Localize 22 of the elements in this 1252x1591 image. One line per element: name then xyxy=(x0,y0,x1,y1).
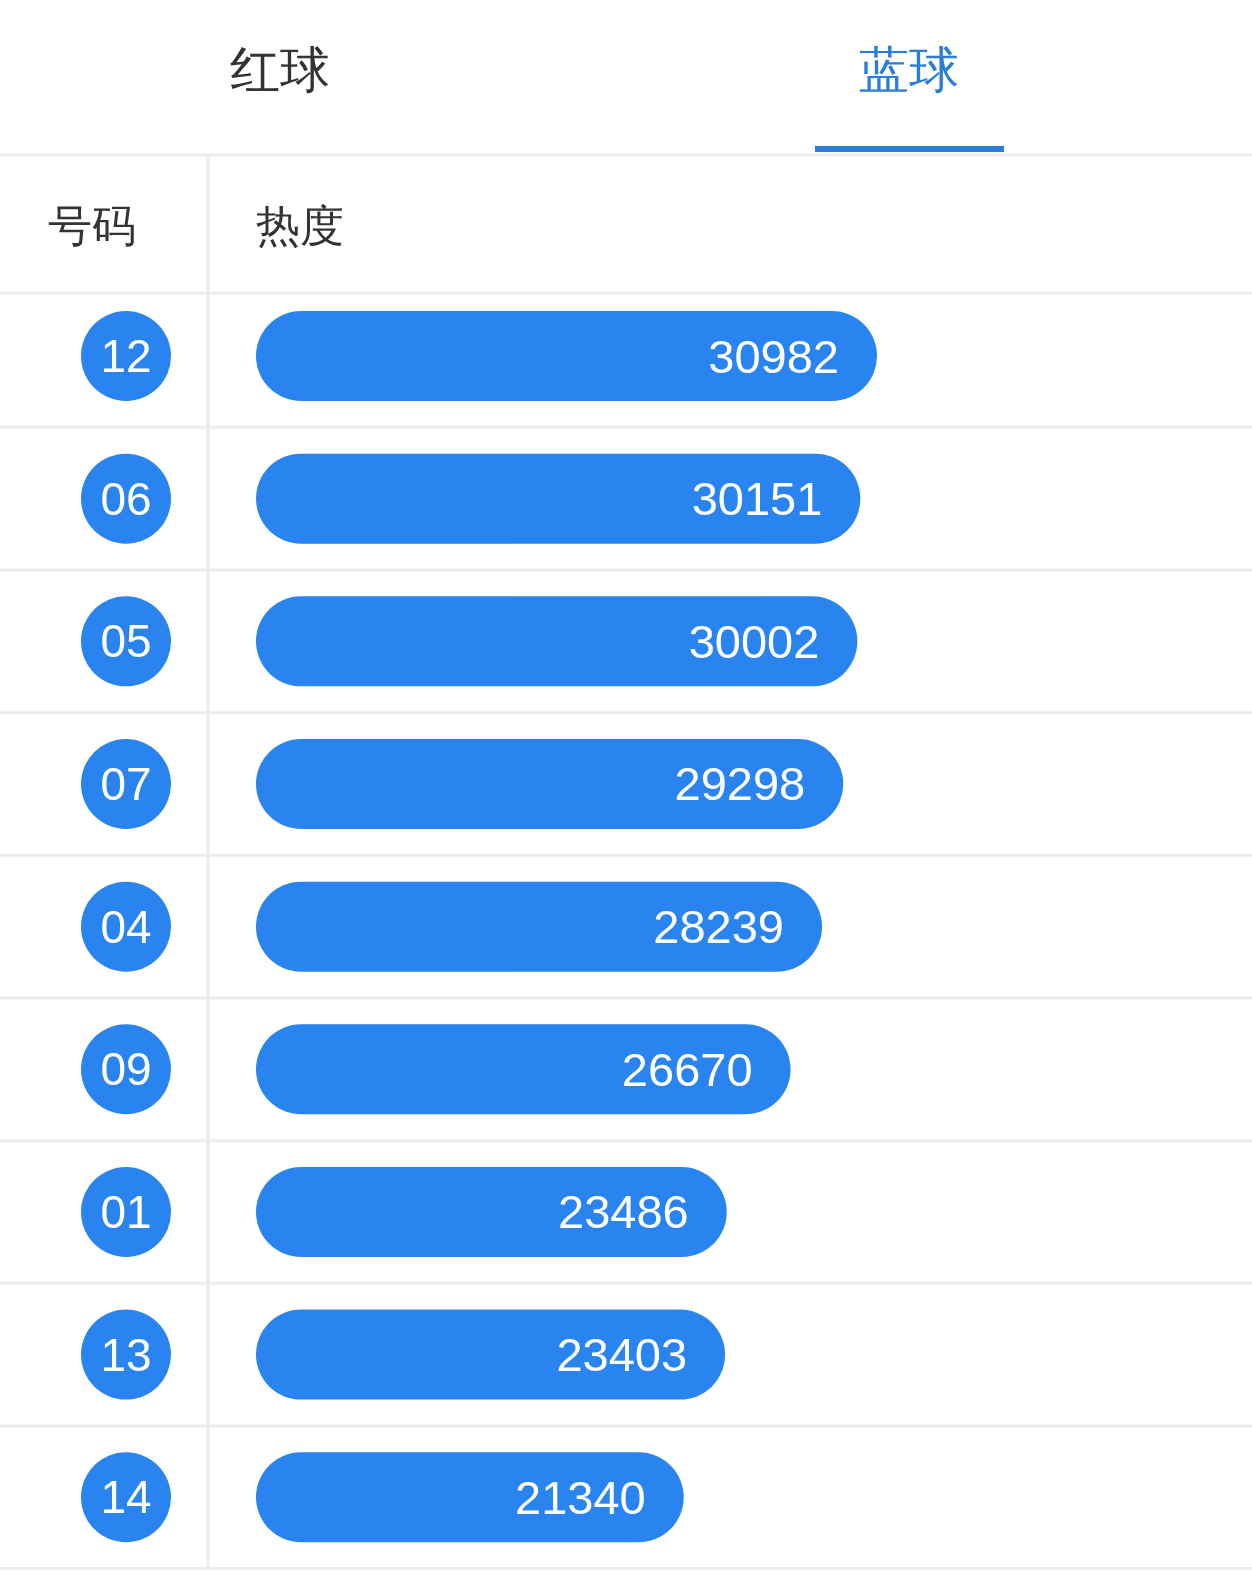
category: 07 xyxy=(100,758,152,810)
title: 蓝球 xyxy=(859,42,959,98)
data-label: 23403 xyxy=(556,1328,688,1382)
category: 09 xyxy=(100,1043,152,1096)
tab-label: 红球 xyxy=(230,42,330,98)
data-label: 28239 xyxy=(653,900,784,954)
data-label: 30982 xyxy=(708,329,839,383)
xlabel: 热度 xyxy=(256,200,344,250)
data-label: 29298 xyxy=(674,757,806,811)
data-label: 26670 xyxy=(621,1042,753,1096)
category: 01 xyxy=(100,1185,152,1238)
data-label: 30151 xyxy=(691,472,823,526)
category: 14 xyxy=(100,1471,152,1524)
category: 12 xyxy=(100,330,152,382)
data-label: 30002 xyxy=(688,614,820,668)
category: 06 xyxy=(100,472,152,525)
data-label: 23486 xyxy=(558,1185,689,1239)
data-label: 21340 xyxy=(515,1470,646,1524)
category: 05 xyxy=(100,615,152,668)
category: 04 xyxy=(100,900,152,953)
category: 13 xyxy=(100,1328,152,1381)
ylabel: 号码 xyxy=(48,200,136,250)
